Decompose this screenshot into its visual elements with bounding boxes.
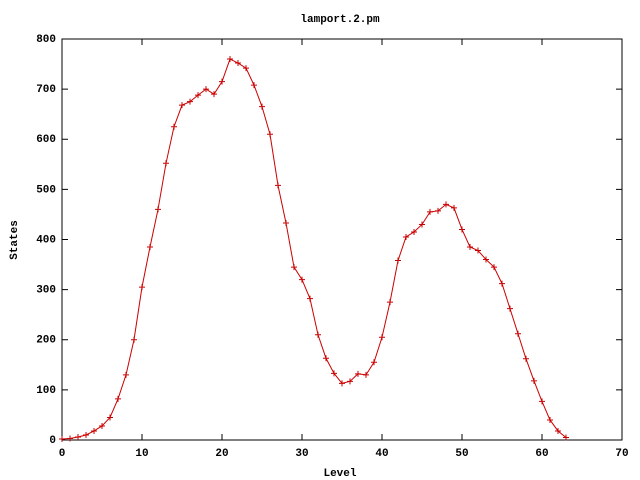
point-marker [467,244,473,251]
point-marker [75,433,81,440]
point-marker [91,427,97,434]
point-marker [379,334,385,341]
point-marker [419,221,425,228]
point-marker [179,102,185,109]
y-tick-label: 0 [49,435,56,447]
x-tick-label: 0 [59,448,66,460]
point-marker [155,206,161,213]
point-marker [315,331,321,338]
point-marker [251,82,257,89]
x-tick-label: 60 [535,448,548,460]
point-marker [331,370,337,377]
y-tick-label: 200 [36,335,56,347]
point-marker [59,435,65,442]
plot-frame [61,38,623,441]
x-tick-label: 70 [615,448,628,460]
point-marker [219,78,225,85]
point-marker [515,330,521,337]
point-marker [355,370,361,377]
point-marker [451,204,457,211]
y-tick-label: 100 [36,385,56,397]
x-tick-label: 10 [135,448,148,460]
point-marker [427,208,433,215]
point-marker [83,431,89,438]
y-tick-label: 300 [36,285,56,297]
point-marker [227,56,233,63]
point-marker [483,256,489,263]
point-marker [563,434,569,441]
point-marker [171,123,177,130]
point-marker [307,295,313,302]
point-marker [363,371,369,378]
point-marker [291,264,297,271]
point-marker [139,284,145,291]
point-marker [187,98,193,105]
x-tick-label: 50 [455,448,468,460]
point-marker [211,91,217,98]
point-marker [491,264,497,271]
point-marker [107,414,113,421]
point-marker [371,359,377,366]
point-marker [387,299,393,306]
point-marker [539,398,545,405]
point-marker [339,380,345,387]
point-marker [395,257,401,264]
point-marker [275,182,281,189]
point-marker [123,371,129,378]
y-axis-label: States [9,220,21,260]
point-marker [267,131,273,138]
x-tick-label: 30 [295,448,308,460]
x-axis-label: Level [323,468,356,480]
point-marker [115,395,121,402]
point-marker [67,435,73,442]
point-marker [443,201,449,208]
point-marker [163,160,169,167]
point-marker [323,355,329,362]
point-marker [283,219,289,226]
point-marker [243,65,249,72]
x-tick-label: 20 [215,448,228,460]
point-marker [499,280,505,287]
point-marker [259,103,265,110]
point-marker [99,422,105,429]
point-marker [299,276,305,283]
point-marker [403,233,409,240]
point-marker [203,86,209,93]
point-marker [459,226,465,233]
point-marker [435,207,441,214]
y-tick-label: 500 [36,184,56,196]
point-marker [147,244,153,251]
series-line [61,58,567,440]
point-marker [411,228,417,235]
y-tick-label: 600 [36,134,56,146]
point-marker [555,427,561,434]
point-marker [235,60,241,67]
point-marker [523,355,529,362]
y-tick-label: 700 [36,84,56,96]
x-tick-label: 40 [375,448,388,460]
point-marker [347,378,353,385]
y-tick-label: 800 [36,34,56,46]
point-marker [531,377,537,384]
y-tick-label: 400 [36,234,56,246]
point-marker [195,92,201,99]
point-marker [131,336,137,343]
chart-title: lamport.2.pm [300,14,380,26]
point-marker [547,416,553,423]
point-marker [475,247,481,254]
point-marker [507,305,513,312]
